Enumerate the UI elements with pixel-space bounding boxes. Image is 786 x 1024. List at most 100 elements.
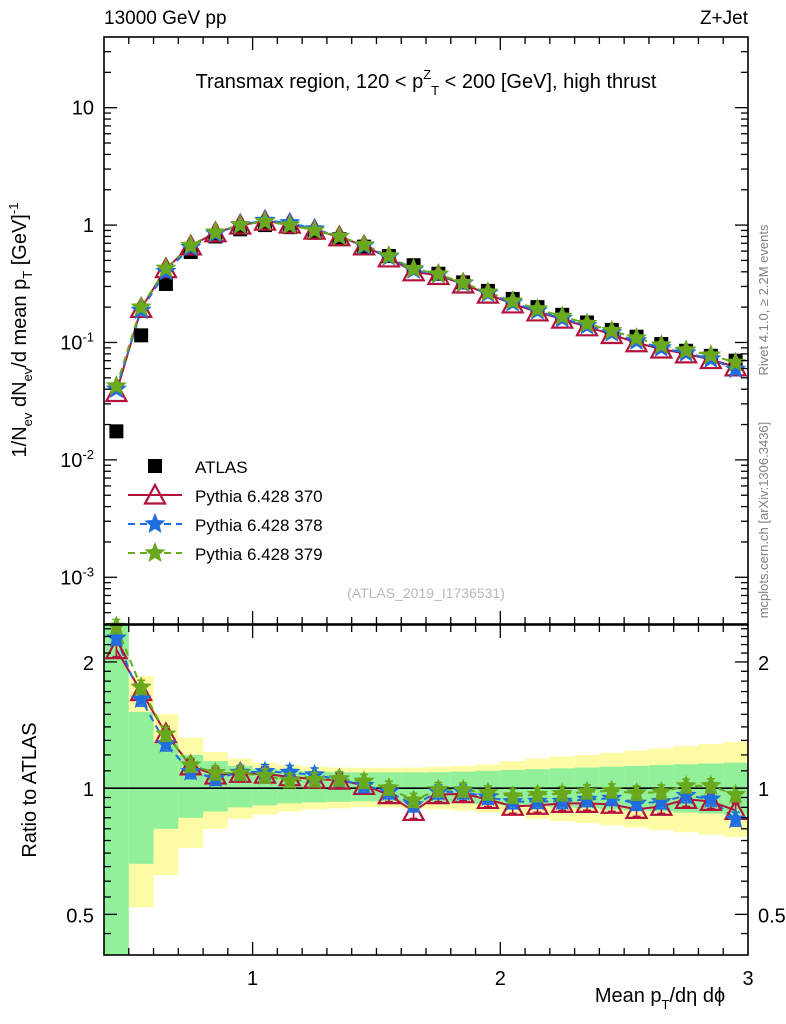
legend-label-1: Pythia 6.428 370 [195,487,323,506]
ratio-ytick-label-left: 2 [83,653,94,675]
main-marker-Pythia-6-428-379 [576,312,598,333]
xaxis-tick-label: 3 [742,968,753,990]
main-marker-Pythia-6-428-379 [279,213,301,235]
sidenote-mcplots: mcplots.cern.ch [arXiv:1306.3436] [756,422,771,619]
main-marker-Pythia-6-428-379 [328,225,350,246]
main-ytick-label: 10-1 [60,329,94,354]
ratio-marker-Pythia-6-428-379 [229,762,251,783]
ratio-band-inner [153,743,179,829]
ratio-marker-Pythia-6-428-370 [104,637,129,660]
main-marker-Pythia-6-428-379 [155,257,177,278]
ratio-ytick-label-right: 2 [758,653,769,675]
ratio-marker-Pythia-6-428-378 [155,732,177,753]
ratio-marker-Pythia-6-428-379 [650,780,672,802]
ratio-marker-Pythia-6-428-379 [204,761,227,782]
ratio-marker-Pythia-6-428-379 [427,778,449,799]
main-marker-Pythia-6-428-379 [427,263,449,284]
legend-marker-star-3 [144,541,166,562]
ratio-marker-Pythia-6-428-378 [105,626,127,648]
main-marker-Pythia-6-428-379 [303,219,326,240]
legend-label-3: Pythia 6.428 379 [195,545,323,564]
ratio-marker-Pythia-6-428-379 [625,782,648,803]
main-marker-Pythia-6-428-379 [204,221,227,242]
header-process: Z+Jet [700,8,749,29]
main-marker-Pythia-6-428-379 [601,319,623,340]
ratio-yaxis-label: Ratio to ATLAS [19,722,41,857]
ratio-marker-Pythia-6-428-378 [675,784,697,805]
legend-marker-triangle-1 [143,482,167,505]
ratio-ytick-label-left: 1 [83,779,94,801]
ratio-ytick-label-right: 1 [758,779,769,801]
ratio-marker-Pythia-6-428-379 [279,769,301,790]
main-marker-atlas [158,276,173,291]
ratio-marker-Pythia-6-428-379 [576,780,598,801]
main-marker-Pythia-6-428-379 [502,290,524,311]
ratio-marker-Pythia-6-428-379 [328,767,350,788]
ratio-marker-Pythia-6-428-379 [725,783,747,804]
ratio-marker-Pythia-6-428-379 [601,779,623,800]
main-marker-Pythia-6-428-379 [452,271,474,292]
main-plot-title: Transmax region, 120 < pZT < 200 [GeV], … [196,67,657,98]
ratio-marker-Pythia-6-428-379 [303,768,326,789]
ratio-marker-Pythia-6-428-379 [130,676,152,697]
ratio-marker-Pythia-6-428-379 [551,782,573,803]
dataset-watermark: (ATLAS_2019_I1736531) [347,585,505,601]
main-marker-atlas [134,328,149,343]
legend-marker-star-2 [144,512,166,533]
main-marker-Pythia-6-428-379 [551,305,573,326]
main-marker-Pythia-6-428-379 [180,234,202,255]
ratio-marker-Pythia-6-428-379 [155,723,177,744]
xaxis-tick-label: 2 [495,968,506,990]
legend-label-2: Pythia 6.428 378 [195,516,323,535]
main-marker-Pythia-6-428-379 [229,213,251,235]
main-ytick-label: 10-2 [60,447,94,472]
ratio-marker-Pythia-6-428-379 [180,753,202,775]
main-marker-Pythia-6-428-379 [675,339,697,360]
ratio-marker-Pythia-6-428-379 [526,783,549,804]
main-marker-Pythia-6-428-378 [725,358,747,379]
main-marker-Pythia-6-428-379 [254,210,276,231]
main-marker-atlas [109,424,124,439]
header-energy: 13000 GeV pp [104,8,227,29]
main-ytick-label: 1 [83,215,94,237]
main-marker-Pythia-6-428-379 [477,281,499,302]
ratio-marker-Pythia-6-428-378 [700,787,722,809]
ratio-marker-Pythia-6-428-370 [699,789,723,811]
ratio-marker-Pythia-6-428-379 [477,781,499,802]
sidenote-rivet: Rivet 4.1.0, ≥ 2.2M events [756,224,771,375]
legend-marker-square-0 [148,459,162,473]
ratio-marker-Pythia-6-428-379 [254,764,276,785]
main-marker-Pythia-6-428-379 [650,334,672,355]
legend-label-0: ATLAS [195,458,248,477]
ratio-series-line-Pythia-6-428-379 [115,626,736,802]
main-marker-Pythia-6-428-379 [105,375,127,396]
ratio-ytick-label-right: 0.5 [758,905,786,927]
main-marker-Pythia-6-428-379 [130,296,152,317]
main-marker-Pythia-6-428-379 [725,351,747,372]
main-marker-Pythia-6-428-379 [700,344,722,365]
ratio-marker-Pythia-6-428-379 [700,774,722,795]
ratio-marker-Pythia-6-428-379 [675,774,697,795]
main-yaxis-label: 1/Nev dNev/d mean pT [GeV]-1 [6,203,35,458]
ratio-marker-Pythia-6-428-378 [130,688,152,709]
ratio-marker-Pythia-6-428-378 [650,790,672,811]
main-marker-Pythia-6-428-379 [403,257,425,278]
ratio-marker-Pythia-6-428-378 [725,808,747,829]
ratio-marker-Pythia-6-428-379 [403,789,425,810]
main-ytick-label: 10 [72,98,94,120]
main-panel-bg [104,37,748,624]
main-marker-Pythia-6-428-379 [526,297,549,318]
ratio-marker-Pythia-6-428-379 [378,777,400,798]
ratio-marker-Pythia-6-428-379 [353,770,375,791]
xaxis-label: Mean pT/dη dϕ [595,985,725,1012]
ratio-ytick-label-left: 0.5 [66,905,94,927]
main-ytick-label: 10-3 [60,564,94,589]
ratio-marker-Pythia-6-428-379 [502,785,524,806]
ratio-marker-Pythia-6-428-379 [452,778,474,799]
xaxis-tick-label: 1 [247,968,258,990]
main-marker-Pythia-6-428-379 [625,326,648,348]
main-marker-Pythia-6-428-379 [378,244,400,266]
ratio-band-inner [104,625,129,955]
